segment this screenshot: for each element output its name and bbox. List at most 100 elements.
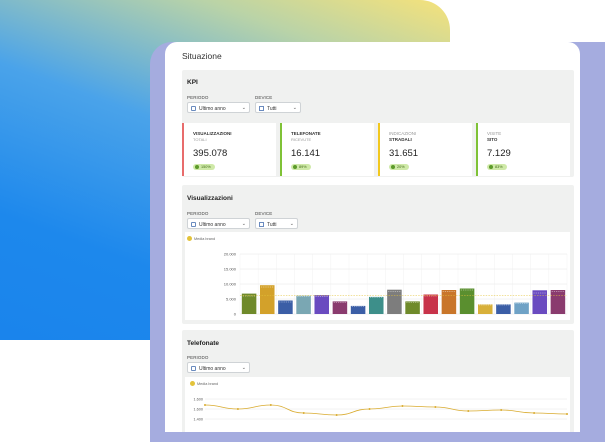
- chevron-down-icon: ⌄: [289, 220, 294, 227]
- line-point: [500, 409, 503, 411]
- y-tick-label: 1.400: [193, 417, 203, 421]
- y-tick-label: 1.600: [193, 407, 203, 411]
- bar: [532, 290, 548, 314]
- chevron-down-icon: ⌄: [241, 220, 246, 227]
- kpi-value: 16.141: [291, 148, 321, 159]
- kpi-sublabel: TOTALI: [193, 137, 207, 142]
- chevron-down-icon: ⌄: [241, 104, 246, 111]
- period-select-value: Ultimo anno: [199, 221, 226, 228]
- calendar-icon: [191, 105, 196, 111]
- device-select-value: Tutti: [267, 105, 277, 112]
- bar: [405, 301, 420, 314]
- views-chart-box: Media brand 20.000 15.000 10.000 5.000 0: [185, 232, 570, 320]
- line-point: [533, 412, 536, 414]
- kpi-label: VISUALIZZAZIONI: [193, 131, 232, 136]
- bar: [350, 305, 366, 314]
- period-select[interactable]: Ultimo anno ⌄: [187, 102, 250, 113]
- legend-label: Media brand: [197, 381, 219, 386]
- period-select-value: Ultimo anno: [199, 105, 226, 112]
- y-tick-label: 10.000: [224, 281, 237, 286]
- legend-swatch: [190, 381, 195, 386]
- line-point: [269, 404, 272, 406]
- views-period-select[interactable]: Ultimo anno ⌄: [187, 218, 250, 229]
- kpi-card-directions[interactable]: INDICAZIONI STRADALI 31.651 20%: [378, 123, 472, 176]
- bar: [387, 289, 402, 314]
- y-tick-label: 1.600: [193, 397, 203, 401]
- y-tick-label: 20.000: [224, 251, 237, 256]
- kpi-badge: 83%: [487, 164, 507, 170]
- bar: [496, 304, 511, 314]
- legend-label: Media brand: [194, 236, 216, 241]
- kpi-section: KPI PERIODO Ultimo anno ⌄ DEVICE Tutti ⌄…: [182, 70, 574, 177]
- kpi-title: KPI: [187, 79, 198, 86]
- bar: [278, 300, 293, 314]
- calls-chart-box: Media brand 1.600 1.600 1.400: [185, 377, 570, 432]
- line-point: [401, 405, 404, 407]
- views-bar-chart: 20.000 15.000 10.000 5.000 0: [224, 251, 568, 316]
- line-point: [302, 412, 305, 414]
- kpi-label: INDICAZIONI: [389, 131, 417, 136]
- line-point: [467, 410, 470, 412]
- bar: [259, 285, 275, 314]
- bar: [368, 296, 384, 314]
- kpi-card-views[interactable]: VISUALIZZAZIONI TOTALI 395.078 150%: [182, 123, 276, 176]
- bar: [550, 290, 566, 314]
- views-section: Visualizzazioni PERIODO Ultimo anno ⌄ DE…: [182, 185, 574, 324]
- bar: [241, 293, 257, 314]
- kpi-sublabel: RICEVUTE: [291, 137, 312, 142]
- dashboard-panel: Situazione KPI PERIODO Ultimo anno ⌄ DEV…: [165, 42, 580, 432]
- kpi-label: TELEFONATE: [291, 131, 321, 136]
- bar: [314, 295, 330, 314]
- calls-line-chart: 1.600 1.600 1.400: [193, 397, 568, 421]
- bar: [459, 288, 475, 314]
- period-label: PERIODO: [187, 211, 209, 216]
- line-point: [434, 406, 437, 408]
- kpi-badge: 89%: [291, 164, 311, 170]
- views-title: Visualizzazioni: [187, 195, 233, 202]
- device-select[interactable]: Tutti ⌄: [255, 102, 301, 113]
- kpi-sublabel: STRADALI: [389, 137, 412, 142]
- chevron-down-icon: ⌄: [292, 104, 297, 111]
- device-label: DEVICE: [255, 211, 273, 216]
- page-title: Situazione: [182, 51, 222, 61]
- kpi-value: 7.129: [487, 148, 511, 159]
- kpi-card-calls[interactable]: TELEFONATE RICEVUTE 16.141 89%: [280, 123, 374, 176]
- calendar-icon: [191, 221, 196, 227]
- calls-title: Telefonate: [187, 340, 220, 347]
- bar: [296, 295, 311, 314]
- device-icon: [259, 221, 264, 227]
- device-select-value: Tutti: [267, 221, 277, 228]
- kpi-card-site-visits[interactable]: VISITE SITO 7.129 83%: [476, 123, 570, 176]
- period-label: PERIODO: [187, 95, 209, 100]
- period-select-value: Ultimo anno: [199, 365, 226, 372]
- views-device-select[interactable]: Tutti ⌄: [255, 218, 298, 229]
- bar: [441, 290, 457, 314]
- y-tick-label: 0: [234, 311, 237, 316]
- kpi-badge: 150%: [193, 164, 215, 170]
- legend-swatch: [187, 236, 192, 241]
- line-point: [236, 408, 239, 410]
- calls-period-select[interactable]: Ultimo anno ⌄: [187, 362, 250, 373]
- period-label: PERIODO: [187, 355, 209, 360]
- calls-section: Telefonate PERIODO Ultimo anno ⌄ Media b…: [182, 330, 574, 432]
- calls-line: [204, 404, 568, 416]
- kpi-value: 31.651: [389, 148, 419, 159]
- line-point: [566, 413, 568, 415]
- bar: [423, 294, 439, 314]
- y-tick-label: 15.000: [224, 266, 237, 271]
- bar: [514, 302, 529, 314]
- calendar-icon: [191, 365, 196, 371]
- y-tick-label: 5.000: [226, 296, 237, 301]
- bar: [332, 301, 348, 314]
- kpi-label: VISITE: [487, 131, 502, 136]
- bar: [477, 304, 493, 314]
- device-label: DEVICE: [255, 95, 273, 100]
- kpi-badge: 20%: [389, 164, 409, 170]
- line-point: [204, 404, 206, 406]
- device-icon: [259, 105, 264, 111]
- kpi-sublabel: SITO: [487, 137, 498, 142]
- chevron-down-icon: ⌄: [241, 364, 246, 371]
- kpi-value: 395.078: [193, 148, 228, 159]
- line-point: [368, 408, 371, 410]
- line-point: [335, 414, 338, 416]
